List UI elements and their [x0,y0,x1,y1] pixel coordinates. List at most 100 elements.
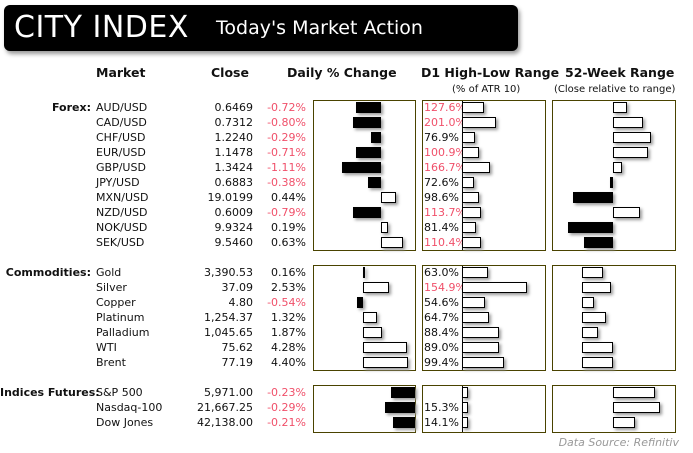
daily-change-panel [313,385,416,433]
d1-range-value: 76.9% [424,131,459,144]
header-banner: CITY INDEX Today's Market Action [4,5,518,51]
daily-change-value: 2.53% [271,281,306,294]
d1-range-axis [462,101,463,250]
section-label: Commodities: [5,266,91,279]
daily-change-value: -0.72% [267,101,306,114]
d1-range-value: 88.4% [424,326,459,339]
d1-range-value: 63.0% [424,266,459,279]
close-value: 0.7312 [214,116,254,129]
d1-range-bar [462,267,489,278]
daily-change-bar [363,342,408,353]
d1-range-value: 100.9% [424,146,466,159]
d1-range-bar [462,387,468,398]
week52-bar [613,132,651,143]
close-value: 1.1478 [214,146,254,159]
d1-range-bar [462,192,479,203]
section-label: Indices Futures: [0,386,100,399]
daily-change-value: -0.79% [267,206,306,219]
d1-range-value: 127.6% [424,101,466,114]
d1-range-value: 72.6% [424,176,459,189]
page-title: Today's Market Action [216,17,423,39]
daily-change-value: -0.29% [267,401,306,414]
d1-range-bar [462,162,491,173]
daily-change-value: -1.11% [267,161,306,174]
close-value: 0.6883 [214,176,254,189]
close-value: 37.09 [221,281,254,294]
daily-change-bar [367,177,381,188]
close-value: 5,971.00 [204,386,253,399]
daily-change-value: -0.29% [267,131,306,144]
market-name: JPY/USD [96,176,140,189]
daily-change-bar [393,417,415,428]
close-value: 1,254.37 [204,311,253,324]
close-value: 77.19 [221,356,254,369]
week52-bar [582,312,606,323]
daily-change-value: 4.40% [271,356,306,369]
week52-panel [552,100,676,251]
d1-range-value: 99.4% [424,356,459,369]
brand-logo: CITY INDEX [14,10,189,45]
market-name: AUD/USD [96,101,148,114]
market-name: S&P 500 [96,386,143,399]
week52-bar [568,222,613,233]
d1-range-value: 154.9% [424,281,466,294]
daily-change-bar [357,297,363,308]
week52-panel [552,265,676,371]
d1-range-value: 15.3% [424,401,459,414]
week52-panel [552,385,676,433]
close-value: 42,138.00 [197,416,253,429]
close-value: 21,667.25 [197,401,253,414]
week52-bar [613,147,648,158]
market-name: Platinum [96,311,145,324]
close-value: 0.6469 [214,101,254,114]
daily-change-value: -0.21% [267,416,306,429]
daily-change-bar [355,102,381,113]
market-name: GBP/USD [96,161,146,174]
daily-change-bar [342,162,381,173]
daily-change-bar [356,147,381,158]
d1-range-value: 113.7% [424,206,466,219]
d1-range-value: 110.4% [424,236,466,249]
market-name: Brent [96,356,126,369]
d1-range-bar [462,207,482,218]
week52-bar [613,417,635,428]
daily-change-value: 1.87% [271,326,306,339]
market-name: CAD/USD [96,116,147,129]
daily-change-panel [313,100,416,251]
d1-range-value: 166.7% [424,161,466,174]
market-name: Copper [96,296,136,309]
d1-range-bar [462,117,497,128]
market-name: MXN/USD [96,191,149,204]
daily-change-value: 4.28% [271,341,306,354]
col-range-sub: (% of ATR 10) [452,84,521,95]
daily-change-bar [384,402,415,413]
d1-range-bar [462,327,500,338]
daily-change-value: 1.32% [271,311,306,324]
market-name: Nasdaq-100 [96,401,163,414]
d1-range-panel [422,100,546,251]
close-value: 3,390.53 [204,266,253,279]
market-name: Gold [96,266,122,279]
market-name: EUR/USD [96,146,146,159]
week52-bar [613,207,640,218]
d1-range-bar [462,312,490,323]
week52-bar [582,282,611,293]
section-label: Forex: [51,101,91,114]
daily-change-bar [363,312,377,323]
week52-bar [613,117,643,128]
close-value: 75.62 [221,341,254,354]
d1-range-value: 14.1% [424,416,459,429]
week52-bar [573,192,613,203]
d1-range-value: 81.4% [424,221,459,234]
week52-bar [584,237,613,248]
d1-range-value: 54.6% [424,296,459,309]
close-value: 9.5460 [214,236,254,249]
col-52week: 52-Week Range [565,65,675,80]
daily-change-value: 0.44% [271,191,306,204]
col-change: Daily % Change [287,65,397,80]
daily-change-panel [313,265,416,371]
daily-change-bar [353,207,381,218]
d1-range-bar [462,102,484,113]
col-52week-sub: (Close relative to range) [554,84,676,95]
close-value: 19.0199 [207,191,254,204]
